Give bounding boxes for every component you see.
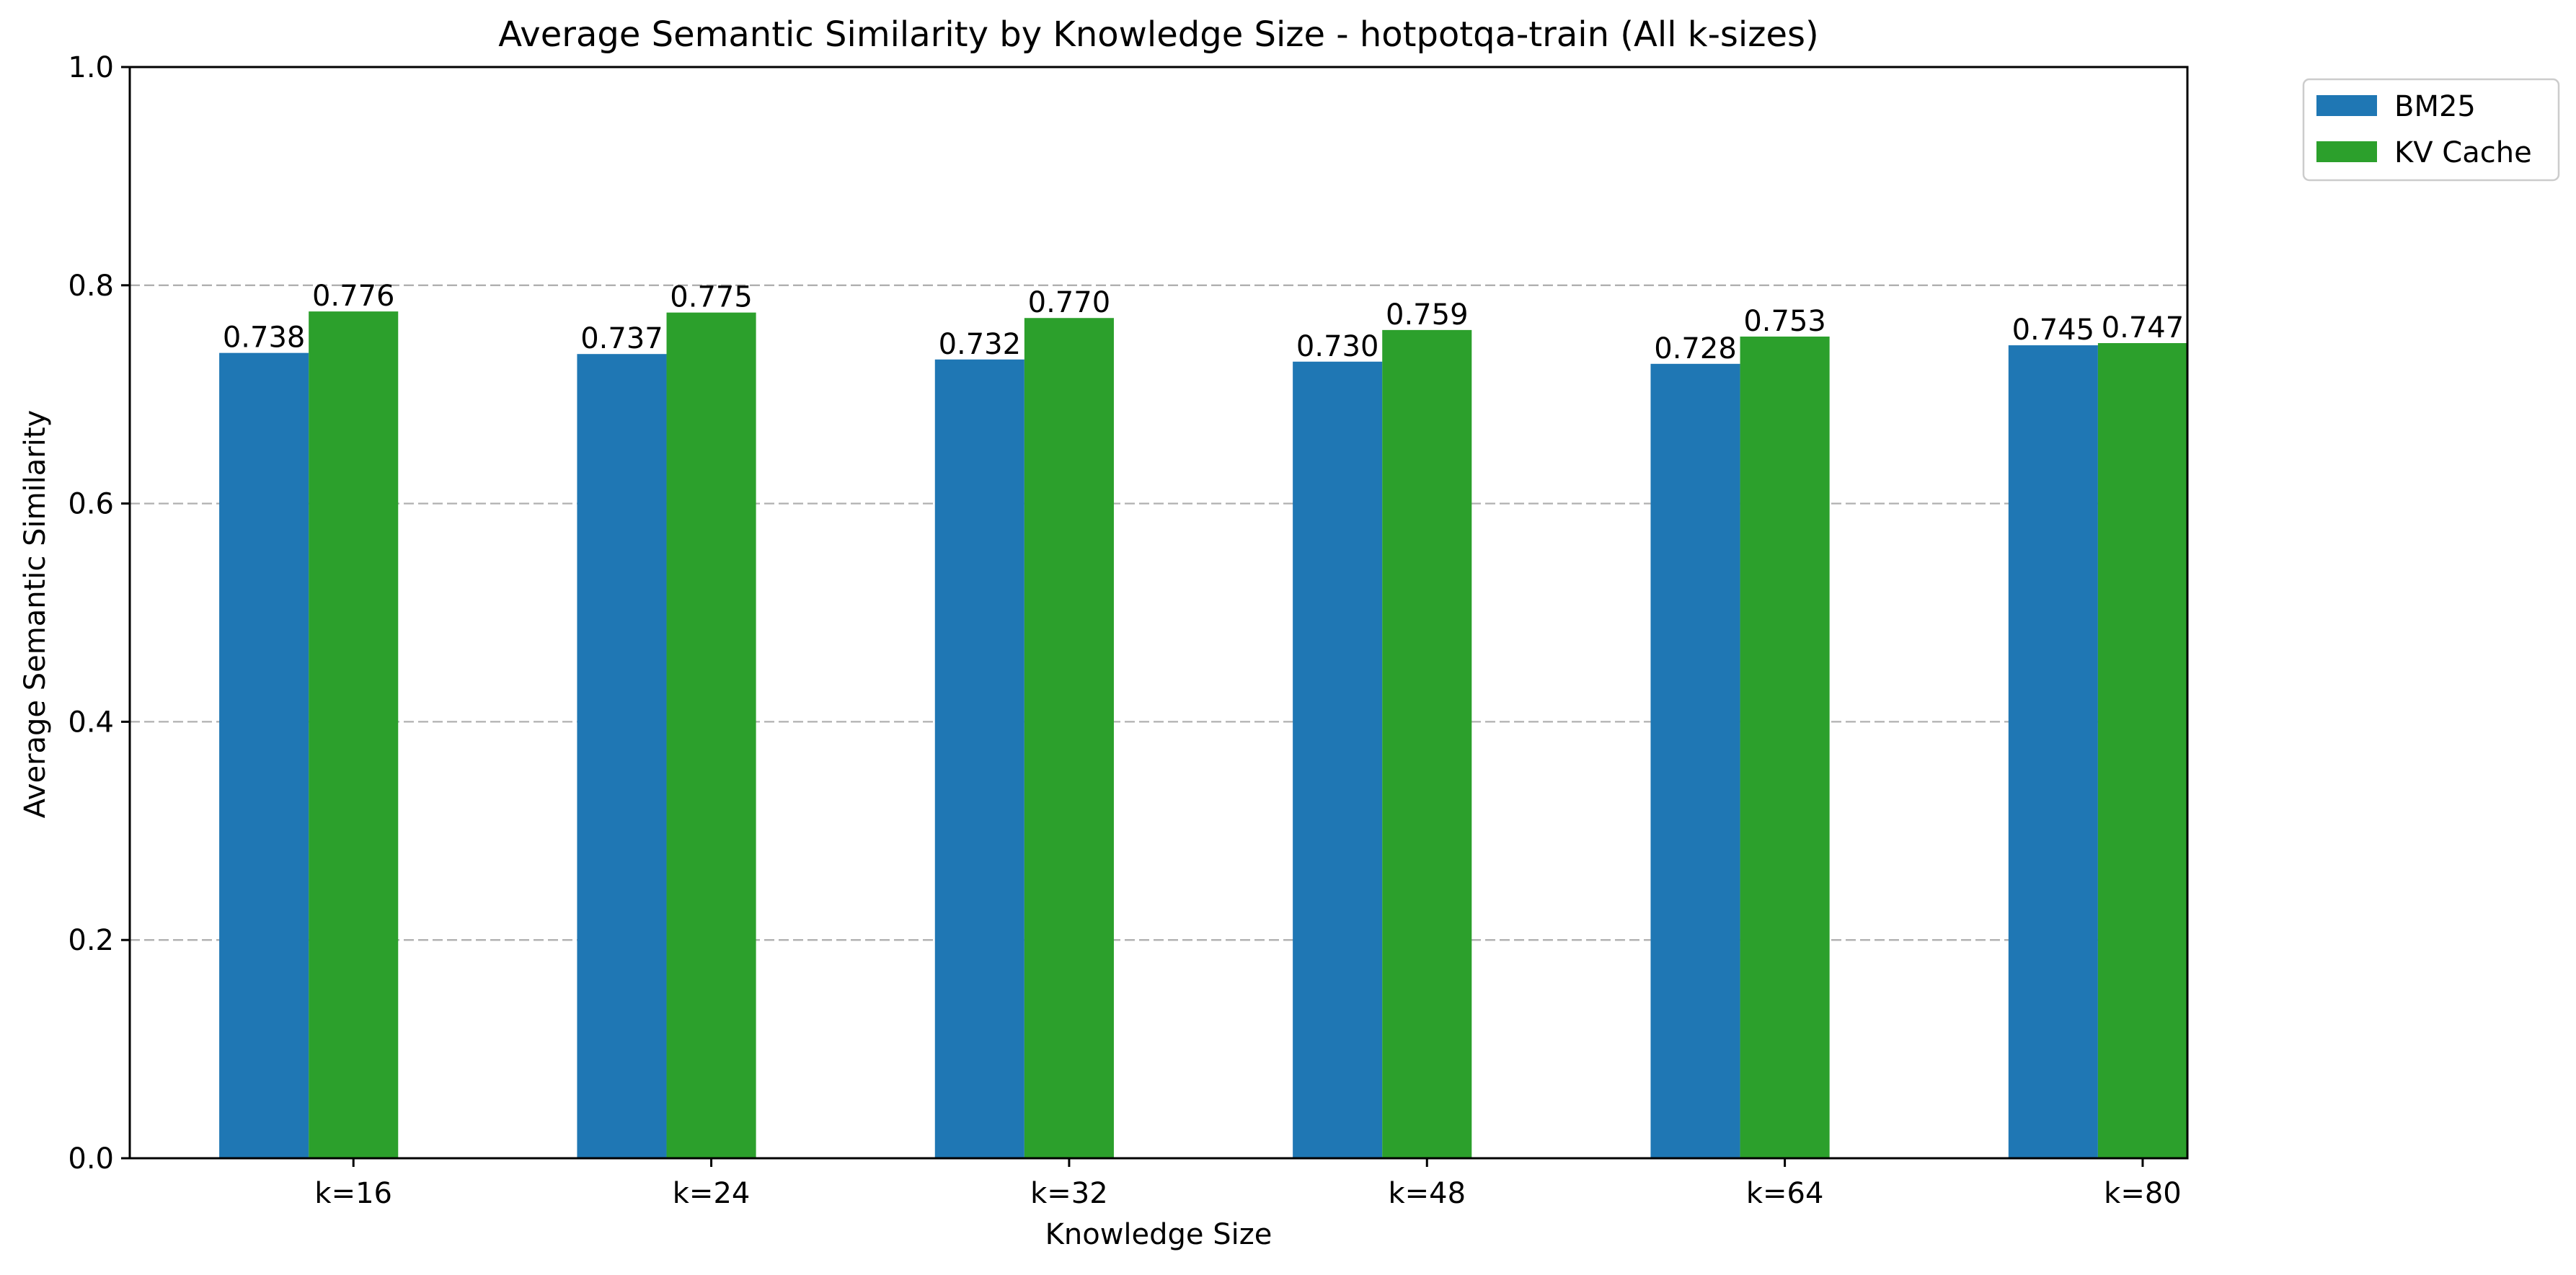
bar-value-label: 0.775 [670,281,753,314]
y-tick-label: 1.0 [68,51,114,84]
y-axis: 0.0 0.2 0.4 0.6 0.8 1.0 [68,51,130,1176]
legend-swatch-kv-cache [2316,141,2377,162]
bar-kv-cache-k24 [666,312,756,1158]
bar-value-label: 0.753 [1743,305,1826,338]
bar-kv-cache-k32 [1024,318,1114,1159]
y-tick-label: 0.8 [68,270,114,303]
y-tick-label: 0.4 [68,706,114,739]
x-tick-label: k=64 [1746,1177,1824,1210]
legend: BM25 KV Cache [2302,78,2560,182]
bar-bm25-k32 [934,359,1024,1159]
bar-value-label: 0.770 [1028,286,1111,319]
bar-value-label: 0.737 [580,322,663,355]
legend-label-kv-cache: KV Cache [2394,136,2532,169]
bar-value-label: 0.745 [2012,314,2095,347]
y-tick-label: 0.6 [68,488,114,521]
legend-swatch-bm25 [2316,95,2377,116]
bar-value-label: 0.759 [1386,298,1469,332]
x-axis: k=16 k=24 k=32 k=48 k=64 k=80 [314,1158,2182,1210]
bar-kv-cache-k64 [1740,336,1830,1158]
bar-bm25-k24 [577,354,667,1158]
bar-bm25-k64 [1650,363,1740,1159]
y-tick-label: 0.2 [68,924,114,957]
x-tick-label: k=32 [1030,1177,1108,1210]
bars [219,311,2187,1159]
bar-value-label: 0.738 [223,321,306,355]
gridlines [130,284,2187,941]
bar-kv-cache-k80 [2097,343,2187,1158]
bar-bm25-k80 [2008,345,2098,1158]
bar-value-label: 0.776 [312,280,395,313]
bar-value-label: 0.747 [2102,311,2185,345]
bar-value-label: 0.732 [939,328,1022,361]
chart-title: Average Semantic Similarity by Knowledge… [498,14,1818,55]
x-tick-label: k=24 [673,1177,751,1210]
y-tick-label: 0.0 [68,1142,114,1176]
bar-value-label: 0.730 [1296,330,1379,363]
bar-bm25-k48 [1293,361,1383,1158]
x-axis-label: Knowledge Size [1045,1218,1272,1251]
bar-kv-cache-k48 [1382,329,1472,1158]
bar-bm25-k16 [219,352,309,1159]
x-tick-label: k=48 [1388,1177,1466,1210]
x-tick-label: k=16 [314,1177,392,1210]
bar-value-label: 0.728 [1654,332,1737,365]
legend-label-bm25: BM25 [2394,90,2476,123]
bar-kv-cache-k16 [309,311,399,1158]
x-tick-label: k=80 [2104,1177,2182,1210]
y-axis-label: Average Semantic Similarity [19,410,52,818]
plot-area-frame [128,66,2189,1160]
